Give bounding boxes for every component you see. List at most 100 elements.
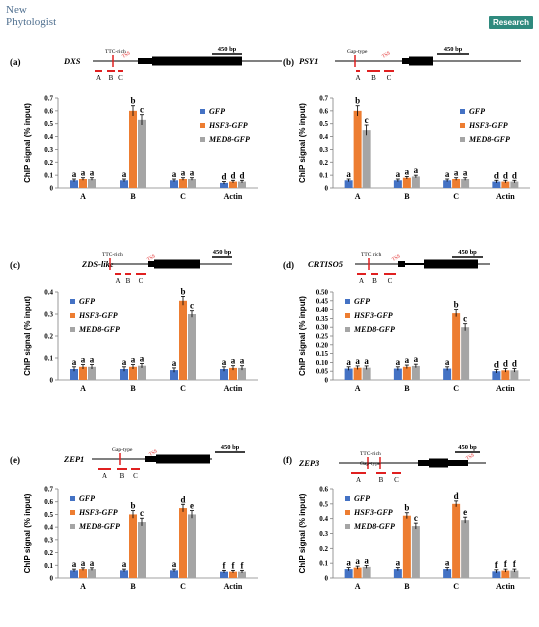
- legend-label: GFP: [209, 107, 225, 116]
- legend-label: MED8-GFP: [353, 522, 395, 531]
- scale-bar-label: 450 bp: [218, 46, 237, 53]
- y-tick-label: 0.6: [44, 498, 53, 506]
- significance-letter: a: [122, 559, 127, 569]
- y-tick-label: 0: [325, 377, 329, 385]
- chip-site-label: B: [379, 476, 384, 484]
- y-tick-label: 0.2: [44, 159, 53, 167]
- y-tick-label: 0.5: [319, 120, 328, 128]
- significance-letter: a: [405, 166, 410, 176]
- bar-med8-gfp: [510, 370, 519, 380]
- bar-hsf3-gfp: [402, 515, 411, 578]
- significance-letter: f: [232, 560, 236, 570]
- cis-element-label-2: Gap-type: [360, 461, 381, 467]
- significance-letter: a: [355, 356, 360, 366]
- bar-gfp: [120, 369, 128, 380]
- gene-utr-box: [138, 58, 152, 64]
- significance-letter: a: [445, 169, 450, 179]
- x-tick-label: A: [355, 192, 361, 201]
- scale-bar-label: 450 bp: [458, 444, 477, 451]
- significance-letter: a: [231, 356, 236, 366]
- cis-element-label: TTC-rich: [102, 252, 123, 258]
- bar-hsf3-gfp: [179, 300, 187, 380]
- chip-site-label: C: [139, 277, 144, 285]
- legend-swatch: [200, 123, 205, 128]
- bar-hsf3-gfp: [452, 179, 461, 188]
- chip-site-label: C: [388, 277, 393, 285]
- bar-gfp: [393, 569, 402, 578]
- x-tick-label: Actin: [496, 582, 515, 591]
- bar-gfp: [443, 569, 452, 578]
- x-tick-label: Actin: [224, 582, 243, 591]
- significance-letter: b: [404, 503, 409, 513]
- bar-gfp: [443, 180, 452, 188]
- chip-site-label: B: [372, 277, 377, 285]
- significance-letter: a: [131, 355, 136, 365]
- y-tick-label: 0: [50, 377, 54, 385]
- significance-letter: a: [240, 356, 245, 366]
- bar-med8-gfp: [188, 314, 196, 380]
- bar-gfp: [220, 369, 228, 380]
- significance-letter: d: [221, 172, 226, 182]
- y-tick-label: 0.4: [319, 515, 328, 523]
- legend-swatch: [70, 496, 75, 501]
- y-tick-label: 0.1: [319, 172, 328, 180]
- journal-name: New Phytologist: [6, 4, 56, 28]
- bar-gfp: [70, 369, 78, 380]
- journal-name-line1: New: [6, 4, 27, 16]
- bar-hsf3-gfp: [353, 567, 362, 578]
- significance-letter: a: [346, 558, 351, 568]
- bar-med8-gfp: [188, 179, 196, 188]
- bar-hsf3-gfp: [129, 110, 137, 188]
- gene-name: ZDS-like: [81, 259, 114, 269]
- significance-letter: a: [396, 169, 401, 179]
- y-tick-label: 0.5: [319, 500, 328, 508]
- significance-letter: a: [81, 558, 86, 568]
- gene-name: CRTISO5: [308, 259, 344, 269]
- bar-gfp: [70, 180, 78, 188]
- legend-label: GFP: [79, 494, 95, 503]
- y-tick-label: 0.45: [316, 297, 329, 305]
- chip-site-label: A: [359, 277, 364, 285]
- significance-letter: c: [463, 314, 467, 324]
- y-tick-label: 0.6: [319, 107, 328, 115]
- legend-label: HSF3-GFP: [78, 311, 118, 320]
- scale-bar-label: 450 bp: [221, 444, 240, 451]
- bar-med8-gfp: [461, 179, 470, 188]
- bar-gfp: [443, 368, 452, 380]
- significance-letter: c: [365, 115, 369, 125]
- legend-swatch: [345, 510, 350, 515]
- gene-exon-box: [156, 454, 210, 464]
- legend-swatch: [460, 123, 465, 128]
- significance-letter: a: [122, 357, 127, 367]
- bar-med8-gfp: [138, 522, 146, 578]
- significance-letter: a: [90, 558, 95, 568]
- bar-med8-gfp: [238, 571, 246, 578]
- y-axis-label: ChIP signal (% input): [298, 296, 307, 376]
- x-tick-label: A: [80, 582, 86, 591]
- bar-hsf3-gfp: [179, 508, 187, 578]
- legend-swatch: [460, 137, 465, 142]
- bar-hsf3-gfp: [452, 503, 461, 578]
- significance-letter: a: [90, 355, 95, 365]
- significance-letter: e: [463, 507, 467, 517]
- bar-hsf3-gfp: [229, 181, 237, 188]
- tss-label: TSS: [147, 254, 157, 263]
- legend-swatch: [345, 524, 350, 529]
- bar-gfp: [393, 368, 402, 380]
- y-tick-label: 0.1: [44, 562, 53, 570]
- legend-label: GFP: [79, 297, 95, 306]
- y-tick-label: 0.15: [316, 350, 329, 358]
- significance-letter: e: [190, 501, 194, 511]
- significance-letter: d: [512, 359, 517, 369]
- tss-label: TSS: [149, 449, 159, 458]
- chip-site-label: B: [120, 472, 125, 480]
- y-tick-label: 0.4: [44, 133, 53, 141]
- scale-bar-label: 450 bp: [444, 46, 463, 53]
- bar-med8-gfp: [461, 520, 470, 578]
- significance-letter: c: [190, 301, 194, 311]
- significance-letter: a: [364, 555, 369, 565]
- significance-letter: c: [414, 513, 418, 523]
- legend-swatch: [345, 327, 350, 332]
- chip-site-label: C: [394, 476, 399, 484]
